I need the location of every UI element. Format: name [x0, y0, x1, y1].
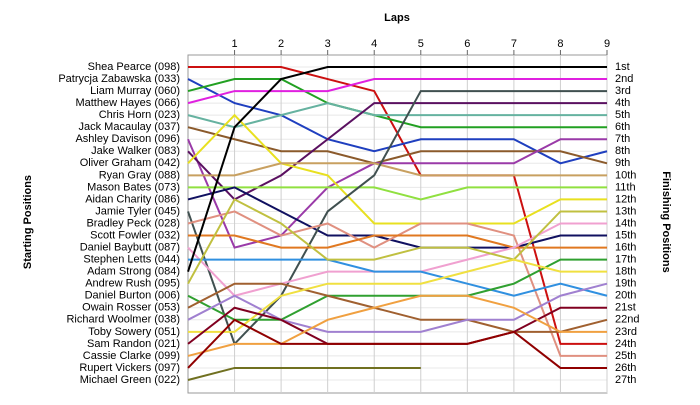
start-label: Daniel Burton (006) — [85, 290, 180, 302]
y-tick-label: 21st — [615, 302, 636, 314]
start-label: Adam Strong (084) — [87, 266, 180, 278]
start-label: Liam Murray (060) — [90, 85, 180, 97]
series-line — [188, 258, 608, 297]
y-tick-label: 2nd — [615, 73, 633, 85]
y-axis-title-left: Starting Positions — [22, 175, 34, 269]
start-label: Scott Fowler (032) — [90, 229, 180, 241]
y-tick-label: 27th — [615, 374, 636, 386]
start-label: Bradley Peck (028) — [86, 217, 180, 229]
start-label: Patrycja Zabawska (033) — [58, 73, 180, 85]
start-label: Jamie Tyler (045) — [95, 205, 180, 217]
start-label: Owain Rosser (053) — [82, 302, 180, 314]
y-tick-label: 8th — [615, 145, 630, 157]
y-tick-label: 10th — [615, 169, 636, 181]
y-tick-label: 22nd — [615, 314, 639, 326]
start-label: Chris Horn (023) — [99, 109, 180, 121]
start-label: Sam Randon (021) — [87, 338, 180, 350]
y-tick-label: 7th — [615, 133, 630, 145]
y-tick-label: 25th — [615, 350, 636, 362]
series-line — [187, 66, 607, 272]
y-tick-label: 26th — [615, 362, 636, 374]
x-tick-label: 5 — [418, 38, 424, 50]
series-line — [188, 186, 607, 201]
series-line — [187, 102, 607, 129]
start-label: Stephen Letts (044) — [83, 254, 180, 266]
start-label: Rupert Vickers (097) — [79, 362, 180, 374]
series-line — [188, 234, 607, 249]
y-tick-label: 20th — [615, 290, 636, 302]
series-line — [187, 366, 421, 381]
start-label: Ashley Davison (096) — [75, 133, 180, 145]
start-label: Jake Walker (083) — [91, 145, 180, 157]
y-tick-label: 17th — [615, 254, 636, 266]
start-label: Toby Sowery (051) — [88, 326, 180, 338]
y-tick-label: 9th — [615, 157, 630, 169]
start-label: Richard Woolmer (038) — [66, 314, 180, 326]
series-line — [188, 162, 607, 177]
start-label: Daniel Baybutt (087) — [80, 241, 180, 253]
x-tick-label: 8 — [557, 38, 563, 50]
series-line — [187, 282, 608, 333]
y-tick-label: 6th — [615, 121, 630, 133]
x-tick-label: 7 — [511, 38, 517, 50]
start-label: Mason Bates (073) — [87, 181, 180, 193]
x-tick-label: 3 — [325, 38, 331, 50]
y-tick-label: 4th — [615, 97, 630, 109]
series-line — [187, 113, 607, 225]
series-line — [187, 78, 607, 105]
y-tick-label: 16th — [615, 241, 636, 253]
y-tick-label: 14th — [615, 217, 636, 229]
series-line — [187, 318, 607, 369]
series-line — [187, 282, 608, 333]
series-line — [187, 78, 607, 129]
x-tick-label: 4 — [371, 38, 377, 50]
start-label: Michael Green (022) — [80, 374, 180, 386]
y-tick-label: 5th — [615, 109, 630, 121]
y-tick-label: 23rd — [615, 326, 637, 338]
y-tick-label: 3rd — [615, 85, 631, 97]
x-tick-label: 6 — [464, 38, 470, 50]
y-tick-label: 12th — [615, 193, 636, 205]
series-line — [187, 186, 607, 249]
start-label: Andrew Rush (095) — [85, 278, 180, 290]
x-tick-label: 9 — [604, 38, 610, 50]
series-line — [187, 258, 607, 321]
y-tick-label: 19th — [615, 278, 636, 290]
y-tick-label: 13th — [615, 205, 636, 217]
start-label: Cassie Clarke (099) — [83, 350, 180, 362]
start-label: Matthew Hayes (066) — [75, 97, 180, 109]
x-tick-label: 2 — [278, 38, 284, 50]
chart-title: Laps — [384, 12, 410, 24]
start-label: Oliver Graham (042) — [80, 157, 180, 169]
x-tick-label: 1 — [231, 38, 237, 50]
start-label: Shea Pearce (098) — [88, 61, 180, 73]
series-line — [187, 198, 607, 285]
y-tick-label: 11th — [615, 181, 636, 193]
y-tick-label: 24th — [615, 338, 636, 350]
y-tick-label: 1st — [615, 61, 630, 73]
y-tick-label: 18th — [615, 266, 636, 278]
start-label: Ryan Gray (088) — [99, 169, 180, 181]
series-line — [187, 294, 607, 357]
start-label: Aidan Charity (086) — [85, 193, 180, 205]
y-tick-label: 15th — [615, 229, 636, 241]
start-label: Jack Macaulay (037) — [79, 121, 181, 133]
y-axis-title-right: Finishing Positions — [660, 171, 672, 272]
